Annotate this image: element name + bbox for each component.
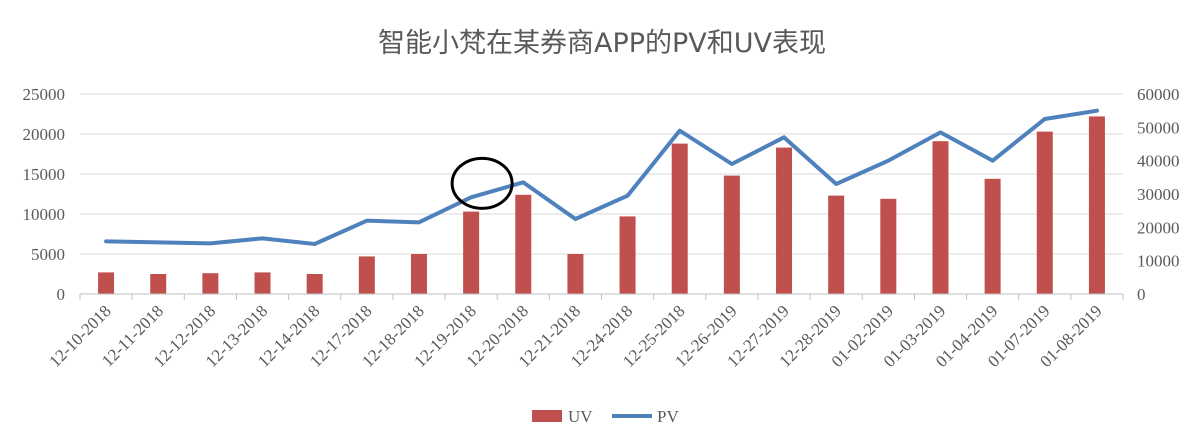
uv-bar xyxy=(150,274,167,294)
pv-series-line xyxy=(104,108,1099,246)
pv-point xyxy=(469,195,473,199)
uv-bar xyxy=(984,178,1001,294)
pv-point xyxy=(938,130,942,134)
uv-bar xyxy=(880,198,897,294)
right-y-tick-label: 20000 xyxy=(1137,218,1180,237)
pv-point xyxy=(208,241,212,245)
left-y-tick-label: 25000 xyxy=(23,85,66,104)
right-y-tick-label: 40000 xyxy=(1137,152,1180,171)
legend: UV PV xyxy=(532,407,679,426)
right-y-tick-label: 60000 xyxy=(1137,85,1180,104)
right-y-tick-label: 30000 xyxy=(1137,185,1180,204)
legend-pv-label: PV xyxy=(657,407,679,426)
pv-point xyxy=(313,242,317,246)
uv-bar xyxy=(619,216,636,294)
uv-bar xyxy=(202,273,219,294)
highlight-ellipse xyxy=(450,156,514,210)
pv-point xyxy=(573,217,577,221)
uv-bar xyxy=(776,147,793,294)
pv-point xyxy=(730,162,734,166)
uv-bar xyxy=(1088,116,1105,295)
uv-bar xyxy=(567,254,584,294)
uv-bars xyxy=(98,116,1105,295)
pv-point xyxy=(261,236,265,240)
left-y-tick-label: 10000 xyxy=(23,205,66,224)
left-y-axis: 0 5000 10000 15000 20000 25000 xyxy=(23,85,66,304)
annotation-circle xyxy=(450,156,514,210)
pv-point xyxy=(1043,117,1047,121)
left-y-tick-label: 15000 xyxy=(23,165,66,184)
chart-title: 智能小梵在某券商APP的PV和UV表现 xyxy=(378,28,826,59)
right-y-axis: 0 10000 20000 30000 40000 50000 60000 xyxy=(1137,85,1180,304)
pv-point xyxy=(365,219,369,223)
pv-point xyxy=(886,159,890,163)
pv-point xyxy=(782,135,786,139)
right-y-tick-label: 10000 xyxy=(1137,252,1180,271)
uv-bar xyxy=(828,195,845,294)
pv-point xyxy=(991,159,995,163)
legend-uv-swatch xyxy=(532,410,562,422)
uv-bar xyxy=(98,272,115,294)
left-y-tick-label: 20000 xyxy=(23,125,66,144)
right-y-tick-label: 0 xyxy=(1137,285,1146,304)
right-y-tick-label: 50000 xyxy=(1137,118,1180,137)
uv-bar xyxy=(515,194,532,294)
pv-point xyxy=(1095,109,1099,113)
left-y-tick-label: 0 xyxy=(57,285,66,304)
pv-point xyxy=(678,129,682,133)
uv-bar xyxy=(723,175,740,294)
uv-bar xyxy=(254,272,271,294)
left-y-tick-label: 5000 xyxy=(31,245,65,264)
pv-point xyxy=(626,194,630,198)
x-axis: 12-10-201812-11-201812-12-201812-13-2018… xyxy=(45,293,1124,371)
uv-bar xyxy=(463,211,480,294)
uv-bar xyxy=(1036,131,1053,294)
uv-bar xyxy=(410,254,427,294)
pv-point xyxy=(834,182,838,186)
pv-point xyxy=(521,180,525,184)
uv-bar xyxy=(306,274,323,294)
pv-point xyxy=(104,239,108,243)
uv-bar xyxy=(358,256,375,294)
gridlines xyxy=(80,93,1123,295)
legend-uv-label: UV xyxy=(568,407,593,426)
pv-line xyxy=(104,108,1099,246)
pv-point xyxy=(156,240,160,244)
pv-point xyxy=(417,220,421,224)
uv-bar xyxy=(932,141,949,294)
uv-bar xyxy=(671,143,688,294)
